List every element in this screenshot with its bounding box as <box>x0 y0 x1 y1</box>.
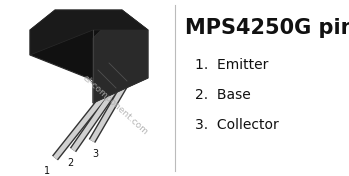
Polygon shape <box>30 10 148 55</box>
Text: 3.  Collector: 3. Collector <box>195 118 279 132</box>
Text: MPS4250G pinout: MPS4250G pinout <box>185 18 349 38</box>
Text: 3: 3 <box>92 149 98 159</box>
Polygon shape <box>30 10 148 103</box>
Text: 2.  Base: 2. Base <box>195 88 251 102</box>
Text: 2: 2 <box>67 158 73 168</box>
Text: el-component.com: el-component.com <box>81 73 150 137</box>
Polygon shape <box>93 10 148 103</box>
Text: 1: 1 <box>44 166 50 176</box>
Text: 1.  Emitter: 1. Emitter <box>195 58 268 72</box>
